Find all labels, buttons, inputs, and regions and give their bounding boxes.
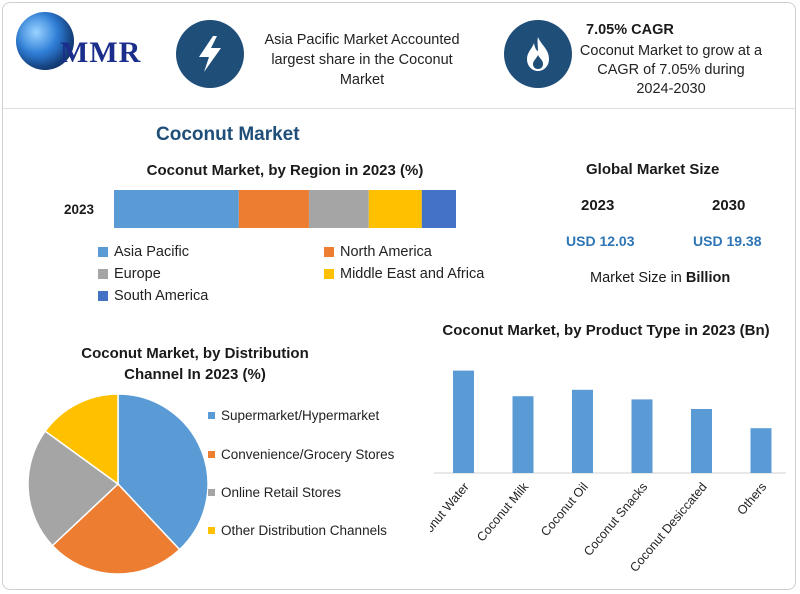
legend-label: Europe [114,266,161,282]
region-stacked-bar-chart [114,190,456,228]
global-market-title: Global Market Size [586,161,720,178]
legend-label: Online Retail Stores [221,485,342,500]
pie-slice-online-retail-stores [27,430,120,547]
region-legend-item-south-america: South America [98,288,208,304]
x-tick-label-coconut-milk: Coconut Milk [474,479,532,544]
value-2030: USD 19.38 [693,233,762,249]
legend-swatch [324,269,334,279]
distribution-chart-title: Coconut Market, by Distribution Channel … [81,345,309,383]
brand-logo-text: MMR [60,36,142,69]
product-bar-coconut-water [453,370,474,473]
x-tick-label-others: Others [734,480,769,518]
region-bar-europe [308,190,369,228]
legend-swatch [208,489,215,496]
region-bar-north-america [238,190,309,228]
value-2023: USD 12.03 [566,233,635,249]
legend-label: North America [340,244,432,260]
pie-slice-convenience-grocery-stores [51,482,181,575]
region-bar-middle-east-and-africa [368,190,422,228]
legend-swatch [208,527,215,534]
unit-bold: Billion [685,270,731,286]
region-legend-item-europe: Europe [98,266,161,282]
product-chart-title: Coconut Market, by Product Type in 2023 … [442,322,770,339]
unit-prefix: Market Size in [590,270,686,286]
lightning-icon [176,20,244,88]
market-size-unit: Market Size in Billion [590,270,730,286]
legend-label: South America [114,288,209,304]
legend-label: Other Distribution Channels [221,523,387,538]
legend-label: Convenience/Grocery Stores [221,447,395,462]
header-divider [2,108,796,109]
x-tick-label-coconut-snacks: Coconut Snacks [581,480,650,559]
pie-slice-supermarket-hypermarket [117,393,209,551]
product-bar-coconut-desiccated [691,409,712,473]
legend-label: Asia Pacific [114,244,189,260]
legend-swatch [208,412,215,419]
product-bar-coconut-oil [572,389,593,473]
legend-swatch [98,247,108,257]
x-tick-label-coconut-oil: Coconut Oil [538,480,591,539]
x-tick-label-coconut-water: Coconut Water [430,480,472,553]
year-2023-label: 2023 [581,197,615,214]
pie-legend-item-convenience-grocery-stores: Convenience/Grocery Stores [208,447,394,462]
legend-swatch [208,451,215,458]
pie-slice-other-distribution-channels [44,393,119,486]
product-bar-coconut-milk [512,396,534,473]
legend-label: Supermarket/Hypermarket [221,408,380,423]
year-2030-label: 2030 [712,197,746,214]
distribution-pie-chart [27,393,209,575]
section-title: Coconut Market [156,124,300,145]
globe-logo-icon [16,12,74,70]
cagr-text: Coconut Market to grow at a CAGR of 7.05… [579,43,763,97]
legend-swatch [98,291,108,301]
region-category-label: 2023 [64,202,95,217]
flame-icon [504,20,572,88]
product-bar-coconut-snacks [631,399,653,473]
pie-legend-item-online-retail-stores: Online Retail Stores [208,485,341,500]
region-bar-asia-pacific [114,190,239,228]
legend-swatch [98,269,108,279]
pie-legend-item-other-distribution-channels: Other Distribution Channels [208,523,387,538]
product-bar-others [750,428,772,473]
legend-swatch [324,247,334,257]
product-bar-chart: Coconut Water Coconut Milk Coconut OilCoco… [430,370,786,575]
highlight-text: Asia Pacific Market Accounted largest sh… [264,32,460,88]
region-bar-south-america [421,190,456,228]
region-chart-title: Coconut Market, by Region in 2023 (%) [146,162,424,179]
region-legend-item-middle-east-and-africa: Middle East and Africa [324,266,484,282]
cagr-title: 7.05% CAGR [586,22,674,38]
legend-label: Middle East and Africa [340,266,485,282]
pie-legend-item-supermarket-hypermarket: Supermarket/Hypermarket [208,408,379,423]
region-legend-item-asia-pacific: Asia Pacific [98,244,189,260]
region-legend-item-north-america: North America [324,244,432,260]
